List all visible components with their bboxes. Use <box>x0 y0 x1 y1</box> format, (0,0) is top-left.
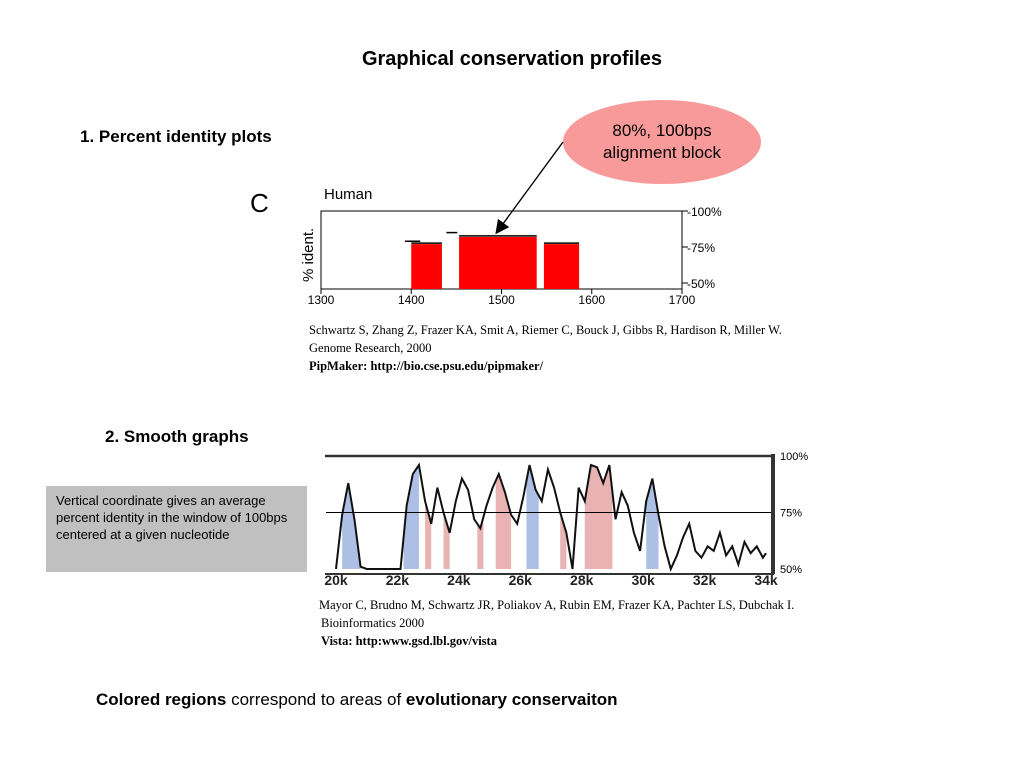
section1-heading: 1. Percent identity plots <box>80 127 272 146</box>
callout-bubble: 80%, 100bps alignment block <box>563 100 761 184</box>
pip-xtick-label: 1600 <box>578 293 605 307</box>
section2-heading: 2. Smooth graphs <box>105 427 249 446</box>
vista-conserved-region-2 <box>403 465 419 569</box>
pip-ref-link[interactable]: PipMaker: http://bio.cse.psu.edu/pipmake… <box>309 359 544 373</box>
vista-right-border <box>771 454 775 574</box>
pip-block-1 <box>411 244 442 289</box>
slide-title: Graphical conservation profiles <box>361 48 663 70</box>
vista-ref-authors: Mayor C, Brudno M, Schwartz JR, Poliakov… <box>319 598 795 612</box>
pip-ytick-label: -50% <box>687 277 715 291</box>
vista-xtick-label: 34k <box>754 572 778 588</box>
pip-xtick-label: 1400 <box>398 293 425 307</box>
callout-line-2: alignment block <box>602 143 722 162</box>
note-box: Vertical coordinate gives an average per… <box>46 486 307 572</box>
vista-conserved-region-9 <box>584 465 613 569</box>
pip-chart: C Human % ident. 1300 1400 1500 1600 1700 -1… <box>250 186 722 307</box>
vista-conserved-region-4 <box>443 512 450 569</box>
vista-ytick-label: 50% <box>780 564 802 576</box>
vista-xtick-label: 32k <box>693 572 717 588</box>
pip-block-3 <box>543 244 580 289</box>
vista-ytick-label: 75% <box>780 508 802 520</box>
vista-ref-link[interactable]: Vista: http:www.gsd.lbl.gov/vista <box>321 634 497 648</box>
pip-panel-letter: C <box>250 188 269 218</box>
vista-conserved-region-8 <box>560 512 567 569</box>
vista-conserved-region-6 <box>495 474 512 569</box>
vista-xtick-label: 28k <box>570 572 594 588</box>
vista-conserved-region-5 <box>477 517 484 569</box>
vista-ref-journal: Bioinformatics 2000 <box>321 616 425 630</box>
vista-xtick-label: 22k <box>386 572 410 588</box>
vista-chart: 20k 22k 24k 26k 28k 30k 32k 34k 100% 75% 50% <box>324 451 808 588</box>
pip-ytick-label: -75% <box>687 241 715 255</box>
pip-ytick-label: -100% <box>687 205 722 219</box>
vista-reference: Mayor C, Brudno M, Schwartz JR, Poliakov… <box>319 596 794 650</box>
footer-plain: correspond to areas of <box>226 690 406 709</box>
vista-conserved-region-1 <box>342 483 361 569</box>
vista-series-line <box>335 462 767 572</box>
pip-xtick-label: 1500 <box>488 293 515 307</box>
pip-ylabel: % ident. <box>300 228 317 282</box>
pip-xtick-label: 1300 <box>308 293 335 307</box>
footer-statement: Colored regions correspond to areas of e… <box>96 690 618 710</box>
vista-xtick-label: 24k <box>447 572 471 588</box>
vista-xtick-label: 30k <box>631 572 655 588</box>
pip-reference: Schwartz S, Zhang Z, Frazer KA, Smit A, … <box>309 321 782 375</box>
callout-line-1: 80%, 100bps <box>612 121 712 140</box>
vista-xtick-label: 20k <box>324 572 348 588</box>
footer-bold-2: evolutionary conservaiton <box>405 690 618 709</box>
footer-bold-1: Colored regions <box>96 690 227 709</box>
pip-xtick-label: 1700 <box>669 293 696 307</box>
pip-species-label: Human <box>324 186 372 203</box>
pip-ref-journal: Genome Research, 2000 <box>309 341 432 355</box>
pip-block-2 <box>459 236 537 289</box>
pip-ref-authors: Schwartz S, Zhang Z, Frazer KA, Smit A, … <box>309 323 782 337</box>
vista-xtick-label: 26k <box>509 572 533 588</box>
vista-ytick-label: 100% <box>780 451 808 463</box>
